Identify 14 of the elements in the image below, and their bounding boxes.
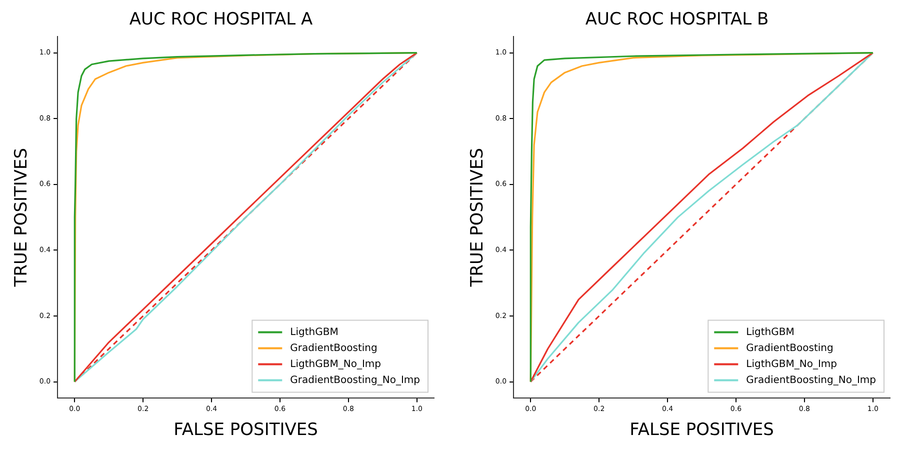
- x-axis-title: FALSE POSITIVES: [630, 420, 774, 440]
- legend-label: LigthGBM_No_Imp: [746, 358, 837, 370]
- chart-title: AUC ROC HOSPITAL A: [129, 10, 313, 30]
- legend-label: LigthGBM_No_Imp: [290, 358, 381, 370]
- chart-title: AUC ROC HOSPITAL B: [585, 10, 769, 30]
- y-axis-title: TRUE POSITIVES: [468, 148, 488, 288]
- legend-label: GradientBoosting_No_Imp: [746, 374, 876, 386]
- x-axis-title: FALSE POSITIVES: [174, 420, 318, 440]
- legend-label: LigthGBM: [746, 326, 794, 338]
- legend-label: GradientBoosting_No_Imp: [290, 374, 420, 386]
- legend-label: GradientBoosting: [290, 342, 378, 354]
- legend-label: LigthGBM: [290, 326, 338, 338]
- y-axis-title: TRUE POSITIVES: [12, 148, 32, 288]
- legend-label: GradientBoosting: [746, 342, 834, 354]
